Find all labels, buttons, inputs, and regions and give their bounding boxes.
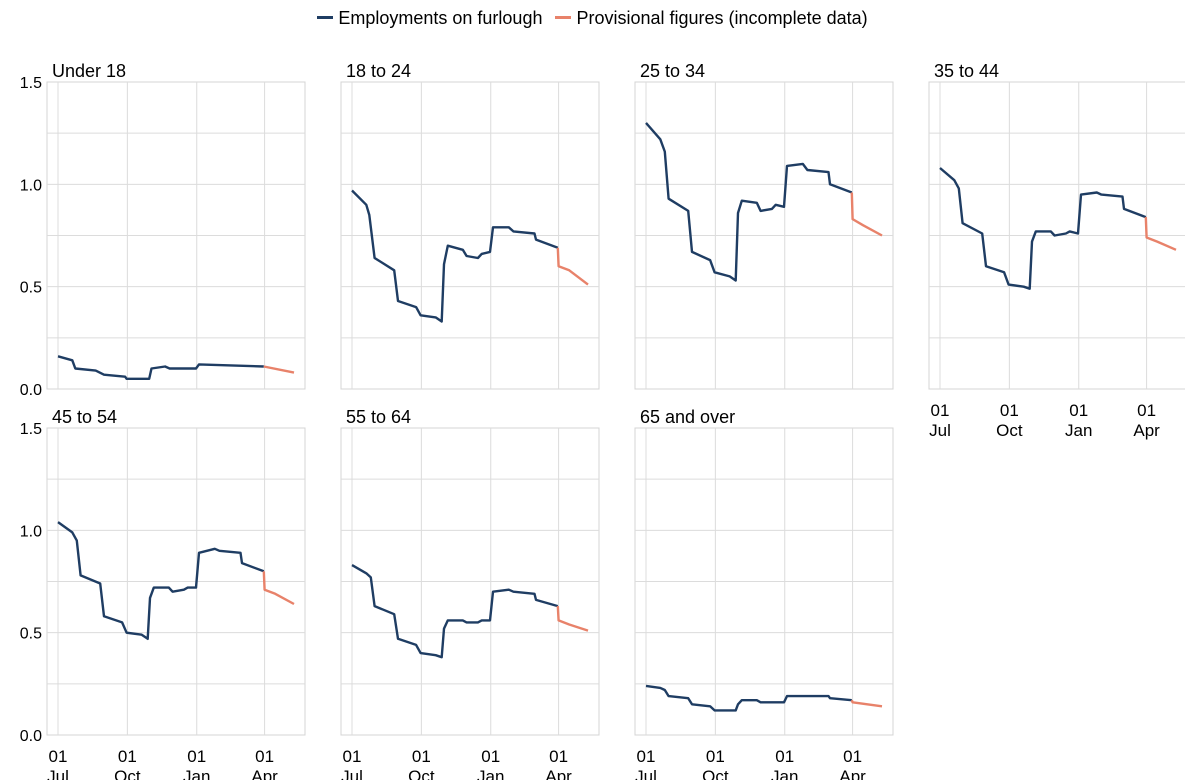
x-tick-day: 01 bbox=[255, 747, 274, 766]
series-line-furlough bbox=[57, 521, 265, 640]
legend-label-main: Employments on furlough bbox=[338, 8, 543, 28]
gridlines bbox=[341, 428, 599, 735]
panel-2: 18 to 24 bbox=[340, 61, 600, 390]
legend-swatch-provisional bbox=[555, 15, 572, 19]
panel-3: 25 to 34 bbox=[634, 61, 894, 390]
x-tick-month: Jan bbox=[477, 767, 504, 780]
x-tick-month: Oct bbox=[996, 421, 1023, 440]
x-tick-day: 01 bbox=[1000, 401, 1019, 420]
series-line-provisional bbox=[850, 699, 883, 708]
legend-label-provisional: Provisional figures (incomplete data) bbox=[576, 8, 868, 28]
series-line-furlough bbox=[57, 355, 264, 380]
legend-item-main: Employments on furlough bbox=[317, 8, 542, 29]
series-line-furlough bbox=[645, 684, 852, 712]
gridlines bbox=[341, 82, 599, 389]
x-tick-day: 01 bbox=[412, 747, 431, 766]
x-tick-day: 01 bbox=[775, 747, 794, 766]
y-tick-label: 0.5 bbox=[20, 626, 42, 643]
x-tick-day: 01 bbox=[931, 401, 950, 420]
x-tick-month: Jan bbox=[183, 767, 210, 780]
x-tick-day: 01 bbox=[481, 747, 500, 766]
series-line-provisional bbox=[556, 247, 589, 286]
y-tick-label: 1.5 bbox=[20, 421, 42, 438]
series-line-furlough bbox=[351, 189, 559, 323]
panel-title: 18 to 24 bbox=[346, 61, 411, 81]
series-line-provisional bbox=[263, 365, 295, 374]
series-line-furlough bbox=[939, 167, 1147, 290]
series-line-furlough bbox=[351, 564, 559, 659]
x-tick-day: 01 bbox=[1137, 401, 1156, 420]
x-tick-day: 01 bbox=[1069, 401, 1088, 420]
series-line-provisional bbox=[850, 192, 883, 237]
panel-title: 45 to 54 bbox=[52, 407, 117, 427]
x-tick-month: Jul bbox=[635, 767, 657, 780]
series-line-provisional bbox=[556, 606, 589, 632]
x-tick-day: 01 bbox=[49, 747, 68, 766]
y-tick-label: 0.0 bbox=[20, 728, 42, 745]
x-tick-day: 01 bbox=[637, 747, 656, 766]
x-tick-month: Apr bbox=[251, 767, 278, 780]
x-tick-month: Apr bbox=[839, 767, 866, 780]
x-tick-month: Apr bbox=[545, 767, 572, 780]
series-line-provisional bbox=[262, 571, 295, 606]
panel-1: Under 18 0.0 0.5 1.0 1.5 bbox=[20, 61, 306, 399]
x-tick-day: 01 bbox=[118, 747, 137, 766]
x-tick-day: 01 bbox=[843, 747, 862, 766]
x-tick-month: Jul bbox=[341, 767, 363, 780]
gridlines bbox=[47, 82, 305, 389]
legend: Employments on furlough Provisional figu… bbox=[0, 8, 1185, 29]
x-tick-month: Jan bbox=[771, 767, 798, 780]
x-tick-month: Oct bbox=[408, 767, 435, 780]
y-tick-label: 1.0 bbox=[20, 177, 42, 194]
x-tick-month: Jul bbox=[929, 421, 951, 440]
y-tick-label: 1.0 bbox=[20, 523, 42, 540]
x-tick-month: Jul bbox=[47, 767, 69, 780]
legend-swatch-main bbox=[317, 15, 334, 19]
y-tick-label: 0.0 bbox=[20, 382, 42, 399]
y-tick-label: 1.5 bbox=[20, 75, 42, 92]
x-tick-month: Apr bbox=[1133, 421, 1160, 440]
series-line-furlough bbox=[645, 122, 853, 282]
legend-item-provisional: Provisional figures (incomplete data) bbox=[555, 8, 868, 29]
x-tick-day: 01 bbox=[343, 747, 362, 766]
y-tick-label: 0.5 bbox=[20, 280, 42, 297]
x-tick-day: 01 bbox=[549, 747, 568, 766]
panel-title: 65 and over bbox=[640, 407, 735, 427]
x-tick-day: 01 bbox=[187, 747, 206, 766]
panel-title: 25 to 34 bbox=[640, 61, 705, 81]
series-line-provisional bbox=[1144, 217, 1177, 251]
x-tick-month: Jan bbox=[1065, 421, 1092, 440]
gridlines bbox=[635, 82, 893, 389]
gridlines bbox=[635, 428, 893, 735]
x-tick-day: 01 bbox=[706, 747, 725, 766]
x-tick-month: Oct bbox=[114, 767, 141, 780]
panel-title: 35 to 44 bbox=[934, 61, 999, 81]
panel-title: 55 to 64 bbox=[346, 407, 411, 427]
x-tick-month: Oct bbox=[702, 767, 729, 780]
panel-title: Under 18 bbox=[52, 61, 126, 81]
gridlines bbox=[47, 428, 305, 735]
